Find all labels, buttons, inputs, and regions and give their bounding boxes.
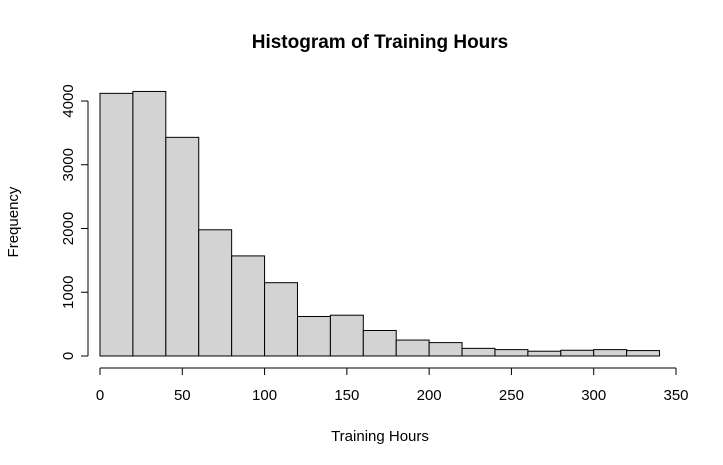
y-tick-label: 4000 bbox=[60, 84, 77, 117]
x-tick-label: 100 bbox=[252, 387, 277, 404]
histogram-bar bbox=[329, 314, 364, 357]
histogram-bar bbox=[593, 349, 628, 357]
histogram-bar bbox=[461, 347, 496, 357]
chart-title: Histogram of Training Hours bbox=[252, 32, 509, 53]
histogram-bar bbox=[132, 90, 167, 357]
histogram-bar bbox=[395, 339, 430, 357]
histogram-bar bbox=[264, 282, 298, 357]
x-tick-label: 300 bbox=[581, 387, 606, 404]
x-tick-label: 250 bbox=[499, 387, 524, 404]
bars-group bbox=[99, 90, 661, 357]
x-axis: 0 50 100 150 200 250 300 350 bbox=[96, 367, 689, 404]
histogram-bar bbox=[494, 349, 529, 357]
y-axis: 0 1000 2000 3000 4000 bbox=[60, 84, 89, 360]
histogram-bar bbox=[198, 229, 233, 357]
x-axis-label: Training Hours bbox=[331, 428, 429, 445]
y-tick-label: 2000 bbox=[60, 212, 77, 245]
histogram-bar bbox=[362, 330, 397, 357]
x-tick-label: 0 bbox=[96, 387, 104, 404]
y-axis-label: Frequency bbox=[5, 186, 22, 257]
x-tick-label: 150 bbox=[334, 387, 359, 404]
histogram-bar bbox=[231, 255, 266, 357]
histogram-bar bbox=[560, 349, 595, 357]
histogram-bar bbox=[165, 136, 200, 357]
histogram-bar bbox=[428, 342, 463, 357]
x-tick-label: 50 bbox=[174, 387, 191, 404]
histogram-bar bbox=[626, 350, 661, 357]
y-tick-label: 1000 bbox=[60, 276, 77, 309]
histogram-bar bbox=[296, 315, 331, 357]
y-tick-label: 3000 bbox=[60, 148, 77, 181]
x-tick-label: 350 bbox=[663, 387, 688, 404]
x-tick-label: 200 bbox=[417, 387, 442, 404]
histogram-bar bbox=[99, 92, 134, 357]
histogram-bar bbox=[527, 350, 562, 357]
y-tick-label: 0 bbox=[60, 352, 77, 360]
